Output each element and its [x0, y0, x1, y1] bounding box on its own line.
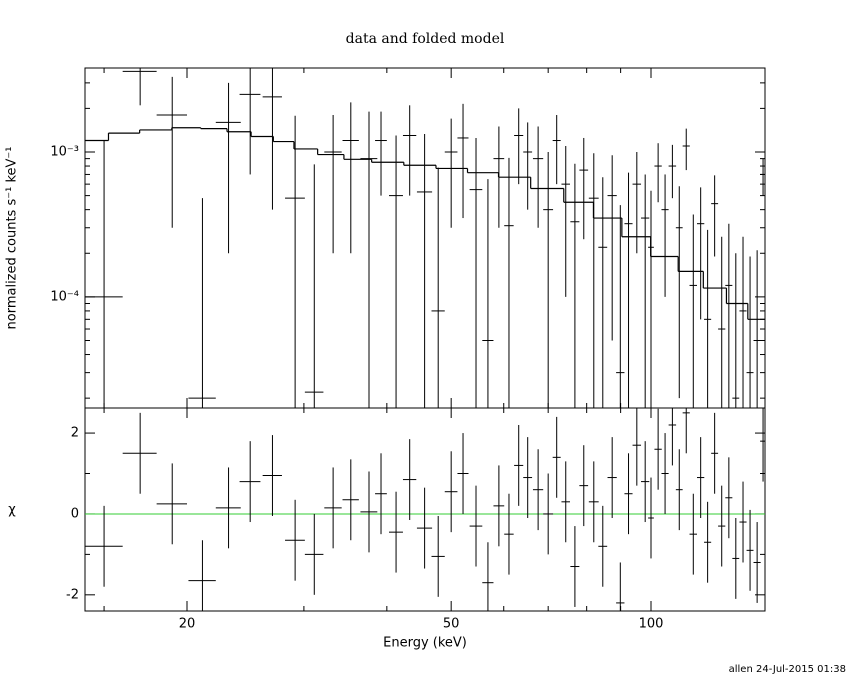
plot-area	[85, 68, 765, 408]
x-tick-label: 100	[639, 617, 664, 632]
x-tick-label: 20	[179, 617, 196, 632]
panel-frame	[84, 407, 766, 612]
y-axis-label: normalized counts s⁻¹ keV⁻¹	[5, 147, 20, 330]
y-tick-label: 10⁻⁴	[50, 289, 79, 304]
y-tick-label: -2	[66, 587, 79, 602]
residual-axis-label: χ	[8, 503, 16, 518]
chart-title: data and folded model	[346, 31, 505, 47]
footer: allen 24-Jul-2015 01:38	[729, 664, 846, 675]
plot-area	[85, 408, 765, 611]
y-tick-label: 2	[71, 426, 79, 441]
y-tick-label: 10⁻³	[50, 144, 79, 159]
x-tick-label: 50	[443, 617, 460, 632]
y-tick-label: 0	[71, 506, 79, 521]
x-axis-label: Energy (keV)	[383, 636, 467, 651]
